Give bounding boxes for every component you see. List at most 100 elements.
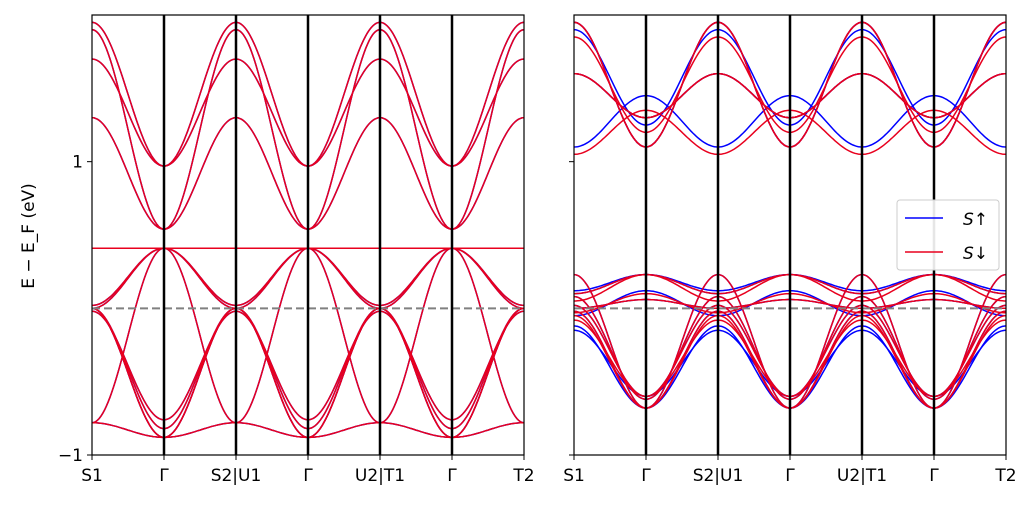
band-line [307,28,381,230]
band-line [790,298,862,310]
band-line [789,325,863,409]
band-line [862,298,934,310]
band-line [789,21,863,148]
band-line [861,21,935,148]
band-line [718,273,790,302]
band-line [451,247,524,424]
band-line [789,310,863,409]
band-line [933,310,1006,409]
band-line [308,421,381,439]
band-line [163,307,237,430]
band-line [862,109,935,156]
band-line [934,273,1006,302]
band-line [92,307,165,439]
band-line [92,307,165,430]
band-line [574,28,647,126]
band-line [379,307,453,430]
band-line [92,28,165,230]
x-tick-label: Γ [447,466,457,486]
x-tick-label: S2|U1 [693,466,744,486]
band-line [717,28,791,126]
band-line [933,325,1006,409]
band-line [235,421,308,439]
bands-group [92,21,524,439]
band-line [92,421,164,439]
band-line [789,273,863,409]
band-line [379,421,452,439]
band-line [163,247,237,424]
band-line [718,72,791,119]
bands-group [574,21,1006,409]
band-line [934,273,1006,295]
band-line [790,94,863,148]
band-line [861,295,935,401]
band-line [933,72,1006,119]
y-tick-label: 1 [72,153,83,173]
band-line [933,21,1006,148]
band-line [574,94,646,148]
band-line [790,273,862,302]
band-line [645,310,719,409]
band-line [645,304,719,398]
y-axis-label: E − E_F (eV) [19,183,39,289]
band-line [163,310,237,421]
band-line [717,94,790,148]
band-line [574,310,647,409]
band-line [307,307,381,430]
band-line [645,28,719,126]
band-line [574,325,647,409]
band-line [862,72,935,119]
x-tick-label: T2 [994,466,1016,486]
band-line [163,28,237,230]
band-line [307,58,381,167]
band-line [379,247,453,307]
x-tick-label: Γ [929,466,939,486]
band-line [92,58,165,167]
band-line [379,116,453,230]
band-line [645,21,719,148]
legend: S↑ S↓ [896,199,1000,271]
band-line [933,295,1006,401]
x-tick-label: S1 [81,466,103,486]
band-line [451,28,524,230]
band-line [307,307,381,439]
band-line [451,307,524,430]
left-panel: S1 Γ S2|U1 Γ U2|T1 Γ T2 1 −1 [58,14,535,486]
band-line [379,247,453,424]
band-line [933,109,1006,156]
band-line [861,304,935,398]
x-tick-label: Γ [785,466,795,486]
band-line [645,273,719,409]
band-line [163,58,237,167]
band-line [717,21,791,148]
band-line [933,304,1006,398]
x-tick-label: U2|T1 [837,466,887,486]
legend-label: S↑ [963,210,988,230]
band-line [646,298,718,310]
band-line [163,307,237,439]
band-line [646,94,719,148]
band-line [645,325,719,409]
band-line [862,273,934,302]
band-line [307,247,381,307]
band-line [307,116,381,230]
band-line [717,273,790,295]
band-line [163,247,237,307]
band-line [574,109,647,156]
band-line [235,21,309,167]
x-tick-label: S2|U1 [211,466,262,486]
band-line [451,116,524,230]
band-line [307,247,381,424]
band-line [379,28,453,230]
x-tick-label: S1 [563,466,585,486]
band-line [451,310,524,421]
band-line [451,247,524,307]
band-line [235,307,309,430]
band-line [645,72,718,119]
band-line [379,58,453,167]
band-line [717,325,791,409]
band-line [790,273,863,295]
band-line [451,58,524,167]
band-line [574,273,647,409]
